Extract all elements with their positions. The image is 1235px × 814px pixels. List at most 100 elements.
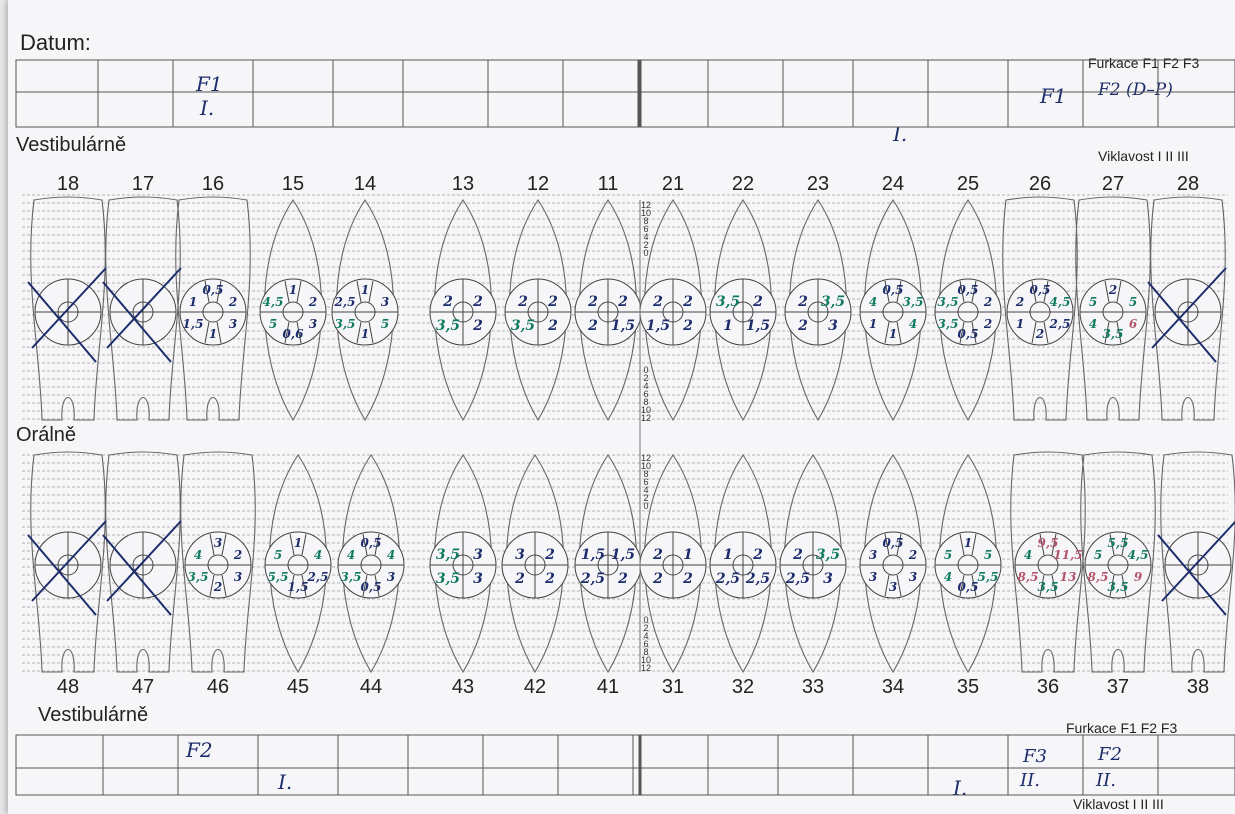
measurement-value-33: 3 bbox=[823, 571, 833, 587]
missing-tooth-cross-28 bbox=[1151, 267, 1227, 349]
measurement-value-45: 1,5 bbox=[288, 580, 309, 594]
measurement-value-25: 3,5 bbox=[938, 295, 959, 309]
measurement-value-34: 3 bbox=[869, 570, 877, 584]
measurement-spoke-15 bbox=[284, 321, 290, 344]
top-table bbox=[15, 59, 1235, 128]
tooth-number-23: 23 bbox=[807, 173, 829, 195]
measurement-value-26: 1 bbox=[1016, 317, 1024, 331]
tooth-number-42: 42 bbox=[524, 676, 546, 698]
tooth-number-45: 45 bbox=[287, 676, 309, 698]
measurement-value-16: 1,5 bbox=[183, 317, 204, 331]
measurement-value-15: 2 bbox=[308, 295, 317, 309]
measurement-spoke-34 bbox=[896, 533, 902, 556]
measurement-spoke-45 bbox=[289, 574, 295, 597]
measurement-spoke-34 bbox=[884, 574, 890, 597]
note-mobility-45: I. bbox=[278, 770, 293, 794]
tooth-outline-31 bbox=[643, 454, 703, 674]
bottom-table-frame bbox=[15, 734, 1235, 796]
measurement-spoke-24 bbox=[884, 321, 890, 344]
measurement-value-14: 1 bbox=[361, 327, 369, 341]
measurement-value-46: 2 bbox=[233, 548, 242, 562]
upper-scale-mark: 2 bbox=[643, 240, 648, 250]
upper-scale-mark: 6 bbox=[643, 224, 648, 234]
measurement-value-44: 4 bbox=[347, 548, 355, 562]
measurement-spoke-36 bbox=[1051, 533, 1057, 556]
measurement-spoke-24 bbox=[896, 280, 902, 303]
measurement-value-27: 2 bbox=[1108, 283, 1117, 297]
measurement-spoke-35 bbox=[959, 574, 965, 597]
measurement-value-46: 3,5 bbox=[188, 570, 209, 584]
tooth-number-27: 27 bbox=[1102, 173, 1124, 195]
measurement-value-24: 1 bbox=[869, 317, 877, 331]
measurement-spoke-16 bbox=[216, 280, 222, 303]
measurement-spoke-37 bbox=[1121, 533, 1127, 556]
measurement-spoke-15 bbox=[296, 321, 302, 344]
measurement-value-37: 3,5 bbox=[1108, 580, 1129, 594]
note-mobility-16: I. bbox=[200, 96, 215, 120]
measurement-value-15: 4,5 bbox=[263, 295, 284, 309]
measurement-value-14: 2,5 bbox=[334, 295, 356, 309]
measurement-value-34: 2 bbox=[908, 548, 917, 562]
measurement-value-23: 3 bbox=[828, 318, 838, 334]
measurement-value-42: 3 bbox=[515, 547, 525, 563]
mobility-legend-bottom: Viklavost I II III bbox=[1073, 796, 1164, 812]
measurement-value-13: 2 bbox=[442, 294, 453, 310]
measurement-value-46: 3 bbox=[234, 570, 242, 584]
tooth-outline-14 bbox=[335, 199, 395, 422]
tooth-number-48: 48 bbox=[57, 676, 79, 698]
tooth-outline-43 bbox=[433, 454, 493, 674]
tooth-outline-42 bbox=[505, 454, 565, 674]
measurement-spoke-35 bbox=[971, 533, 977, 556]
measurement-value-13: 2 bbox=[472, 294, 483, 310]
tooth-number-32: 32 bbox=[732, 676, 754, 698]
tooth-number-46: 46 bbox=[207, 676, 229, 698]
measurement-value-31: 2 bbox=[652, 571, 663, 587]
measurement-value-35: 1 bbox=[964, 536, 972, 550]
measurement-spoke-45 bbox=[289, 533, 295, 556]
measurement-spoke-16 bbox=[216, 321, 222, 344]
measurement-spoke-14 bbox=[368, 280, 374, 303]
measurement-value-15: 3 bbox=[309, 317, 317, 331]
measurement-value-22: 2 bbox=[752, 294, 763, 310]
furcation-legend-bottom: Furkace F1 F2 F3 bbox=[1066, 720, 1178, 736]
measurement-value-42: 2 bbox=[514, 571, 525, 587]
measurement-value-32: 2,5 bbox=[745, 571, 770, 587]
measurement-value-43: 3,5 bbox=[436, 547, 460, 563]
measurement-spoke-16 bbox=[204, 280, 210, 303]
upper-scale-mark: 0 bbox=[643, 365, 648, 375]
measurement-spoke-34 bbox=[896, 574, 902, 597]
tooth-outline-48 bbox=[30, 451, 106, 673]
tooth-number-44: 44 bbox=[360, 676, 382, 698]
tooth-outline-37 bbox=[1080, 451, 1156, 673]
measurement-value-44: 0,5 bbox=[361, 580, 382, 594]
note-mobility-35: I. bbox=[953, 776, 968, 800]
measurement-value-25: 2 bbox=[983, 295, 992, 309]
measurement-value-23: 2 bbox=[797, 294, 808, 310]
measurement-value-16: 1 bbox=[189, 295, 197, 309]
measurement-spoke-27 bbox=[1116, 280, 1122, 303]
measurement-spoke-26 bbox=[1043, 321, 1049, 344]
measurement-value-24: 4 bbox=[869, 295, 877, 309]
measurement-value-33: 3,5 bbox=[816, 547, 840, 563]
measurement-value-21: 2 bbox=[682, 294, 693, 310]
measurement-value-32: 1 bbox=[723, 547, 733, 563]
tooth-number-35: 35 bbox=[957, 676, 979, 698]
tooth-outline-25 bbox=[938, 199, 998, 422]
measurement-value-34: 3 bbox=[909, 570, 917, 584]
measurement-spoke-37 bbox=[1109, 574, 1115, 597]
measurement-value-31: 2 bbox=[682, 571, 693, 587]
measurement-value-15: 5 bbox=[269, 317, 277, 331]
measurement-value-33: 2,5 bbox=[785, 571, 810, 587]
lower-scale-mark: 4 bbox=[643, 485, 648, 495]
lower-scale-mark: 8 bbox=[643, 647, 648, 657]
measurement-value-25: 0,5 bbox=[958, 327, 979, 341]
measurement-value-35: 0,5 bbox=[958, 580, 979, 594]
measurement-value-22: 3,5 bbox=[716, 294, 740, 310]
upper-scale-mark: 6 bbox=[643, 389, 648, 399]
missing-tooth-cross-17 bbox=[102, 281, 172, 363]
note-furcation-46: F2 bbox=[186, 738, 213, 762]
measurement-value-42: 2 bbox=[544, 571, 555, 587]
measurement-value-44: 3 bbox=[387, 570, 395, 584]
tooth-number-43: 43 bbox=[452, 676, 474, 698]
section-oral: Orálně bbox=[16, 424, 77, 446]
